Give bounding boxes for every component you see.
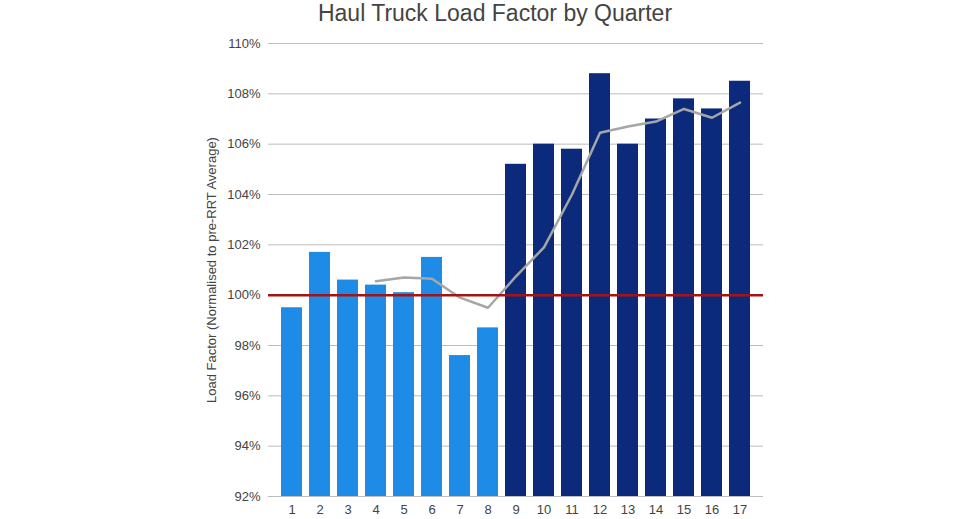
svg-text:10: 10	[537, 502, 551, 517]
svg-text:15: 15	[677, 502, 691, 517]
svg-text:6: 6	[428, 502, 435, 517]
svg-text:98%: 98%	[234, 338, 260, 353]
svg-text:94%: 94%	[234, 438, 260, 453]
svg-text:110%: 110%	[228, 36, 261, 51]
svg-text:4: 4	[372, 502, 379, 517]
svg-text:14: 14	[649, 502, 663, 517]
svg-text:9: 9	[512, 502, 519, 517]
svg-text:12: 12	[593, 502, 607, 517]
svg-text:17: 17	[733, 502, 747, 517]
svg-text:104%: 104%	[227, 187, 261, 202]
svg-text:13: 13	[621, 502, 635, 517]
svg-text:1: 1	[288, 502, 295, 517]
svg-text:3: 3	[344, 502, 351, 517]
html-text:Haul Truck Load Factor by Quar: Haul Truck Load Factor by Quarter	[317, 0, 672, 26]
svg-text:16: 16	[705, 502, 719, 517]
svg-text:92%: 92%	[234, 489, 260, 504]
svg-text:Load Factor (Normalised to pre: Load Factor (Normalised to pre-RRT Avera…	[204, 137, 219, 403]
svg-text:100%: 100%	[227, 287, 261, 302]
svg-text:96%: 96%	[234, 388, 260, 403]
svg-text:11: 11	[565, 502, 579, 517]
svg-text:7: 7	[456, 502, 463, 517]
svg-text:106%: 106%	[227, 136, 261, 151]
svg-text:2: 2	[316, 502, 323, 517]
svg-text:102%: 102%	[227, 237, 261, 252]
svg-text:108%: 108%	[227, 86, 261, 101]
svg-text:8: 8	[484, 502, 491, 517]
svg-text:5: 5	[400, 502, 407, 517]
